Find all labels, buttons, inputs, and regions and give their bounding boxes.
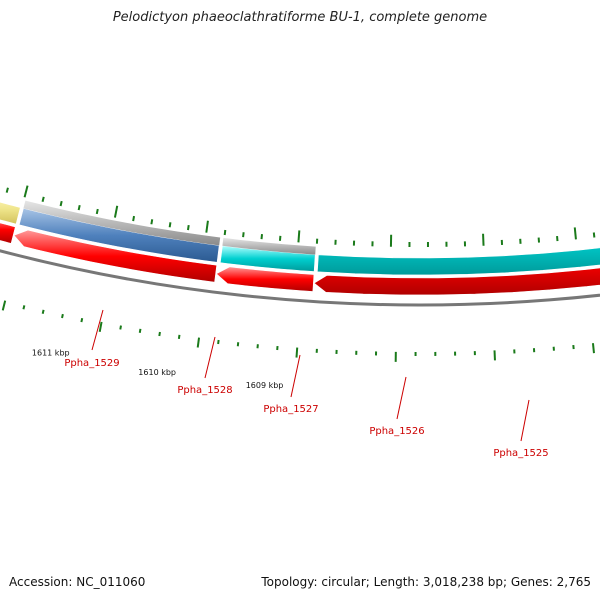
gene-leader-line bbox=[396, 376, 407, 420]
accession-label: Accession: NC_011060 bbox=[9, 575, 146, 589]
tick-mark bbox=[177, 334, 181, 340]
tick-mark bbox=[1, 300, 7, 311]
tick-mark bbox=[59, 200, 63, 207]
gene-feature bbox=[0, 201, 21, 225]
tick-label: 1609 kbp bbox=[246, 381, 284, 390]
tick-mark bbox=[41, 196, 45, 202]
tick-mark bbox=[223, 229, 227, 236]
gene-label: Ppha_1525 bbox=[493, 448, 548, 459]
gene-feature bbox=[222, 237, 316, 255]
tick-mark bbox=[22, 305, 26, 310]
gene-label: Ppha_1528 bbox=[177, 385, 232, 396]
topology-label: Topology: circular; Length: 3,018,238 bp… bbox=[261, 575, 591, 589]
gene-leader-line bbox=[520, 399, 530, 442]
tick-mark bbox=[138, 328, 142, 333]
cds-feature bbox=[313, 267, 600, 296]
outer-tick-track bbox=[1, 300, 595, 362]
gene-feature bbox=[219, 245, 316, 272]
gene-label: Ppha_1529 bbox=[64, 358, 119, 369]
gene-feature bbox=[317, 247, 600, 276]
tick-mark bbox=[573, 227, 577, 240]
gene-feature bbox=[23, 200, 221, 246]
tick-mark bbox=[80, 317, 84, 323]
tick-mark bbox=[158, 331, 161, 337]
tick-mark bbox=[95, 208, 99, 215]
tick-mark bbox=[113, 205, 119, 218]
tick-mark bbox=[242, 232, 245, 238]
tick-mark bbox=[295, 347, 299, 358]
gene-track bbox=[0, 200, 600, 276]
cds-feature bbox=[215, 266, 315, 292]
gene-label-track: Ppha_1529 Ppha_1528 Ppha_1527 Ppha_1526 Ppha… bbox=[64, 309, 549, 459]
tick-mark bbox=[591, 343, 595, 354]
tick-mark bbox=[77, 204, 81, 211]
genome-backbone bbox=[0, 249, 600, 307]
tick-mark bbox=[297, 230, 301, 243]
tick-mark bbox=[61, 313, 64, 319]
tick-mark bbox=[5, 187, 9, 193]
gene-leader-line bbox=[204, 336, 216, 379]
tick-mark bbox=[186, 224, 190, 231]
tick-mark bbox=[23, 185, 29, 198]
tick-label: 1611 kbp bbox=[32, 348, 70, 357]
gene-label: Ppha_1527 bbox=[263, 404, 318, 415]
cds-feature bbox=[0, 222, 16, 244]
tick-mark bbox=[119, 325, 122, 330]
tick-mark bbox=[41, 309, 45, 314]
map-title: Pelodictyon phaeoclathratiforme BU-1, co… bbox=[112, 10, 488, 25]
gene-label: Ppha_1526 bbox=[369, 426, 424, 437]
tick-mark bbox=[132, 215, 136, 222]
tick-mark bbox=[592, 232, 596, 238]
gene-leader-line bbox=[91, 309, 104, 351]
tick-mark bbox=[150, 219, 154, 225]
inner-tick-track bbox=[5, 185, 596, 247]
tick-label: 1610 kbp bbox=[138, 368, 176, 377]
tick-label-track: 1615 kbp1614 kbp1613 kbp1612 kbp1611 kbp… bbox=[32, 348, 284, 390]
gene-leader-line bbox=[290, 354, 301, 398]
tick-mark bbox=[205, 220, 209, 233]
tick-mark bbox=[168, 222, 172, 228]
tick-mark bbox=[196, 337, 201, 348]
tick-mark bbox=[98, 321, 103, 332]
cds-track bbox=[0, 222, 600, 296]
cds-feature bbox=[13, 229, 218, 283]
